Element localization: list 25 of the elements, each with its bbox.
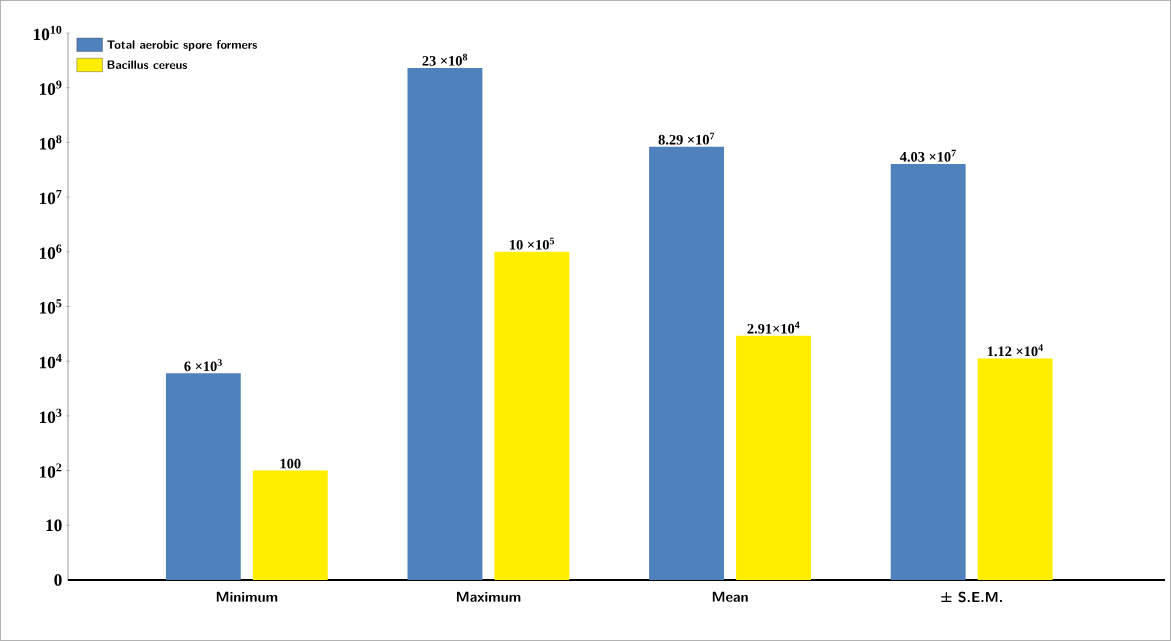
y-tick-label: 10$^{5}$	[39, 299, 62, 314]
data-label: 23 ×10$^{8}$	[422, 53, 468, 66]
x-tick-label: Maximum	[456, 591, 521, 602]
y-tick-label: 10$^{6}$	[39, 244, 62, 259]
legend-label: Total aerobic spore formers	[107, 40, 257, 51]
data-label: 1.12 ×10$^{4}$	[987, 344, 1043, 357]
data-label: 10 ×10$^{5}$	[510, 237, 555, 250]
x-tick-label: ± S.E.M.	[941, 591, 1002, 603]
y-tick-label: 10$^{8}$	[39, 135, 62, 150]
y-tick-label: 10$^{2}$	[39, 463, 62, 478]
data-label: 100	[280, 458, 301, 469]
data-label: 4.03 ×10$^{7}$	[899, 149, 956, 162]
data-label: 8.29 ×10$^{7}$	[658, 132, 715, 145]
y-tick-label: 10$^{9}$	[39, 80, 62, 95]
data-label: 2.91×10$^{4}$	[747, 321, 800, 334]
y-tick-label: 10$^{4}$	[39, 354, 62, 369]
y-tick-label: 10$^{7}$	[39, 189, 62, 205]
legend-label: Bacillus cereus	[107, 60, 188, 69]
x-tick-label: Mean	[712, 591, 748, 602]
y-tick-label: 10$^{3}$	[39, 408, 62, 424]
y-tick-label: 10	[46, 519, 62, 532]
y-tick-label: 0	[54, 574, 62, 586]
data-label: 6 ×10$^{3}$	[184, 359, 222, 372]
x-tick-label: Minimum	[216, 591, 278, 602]
y-tick-label: 10$^{10}$	[33, 25, 62, 41]
